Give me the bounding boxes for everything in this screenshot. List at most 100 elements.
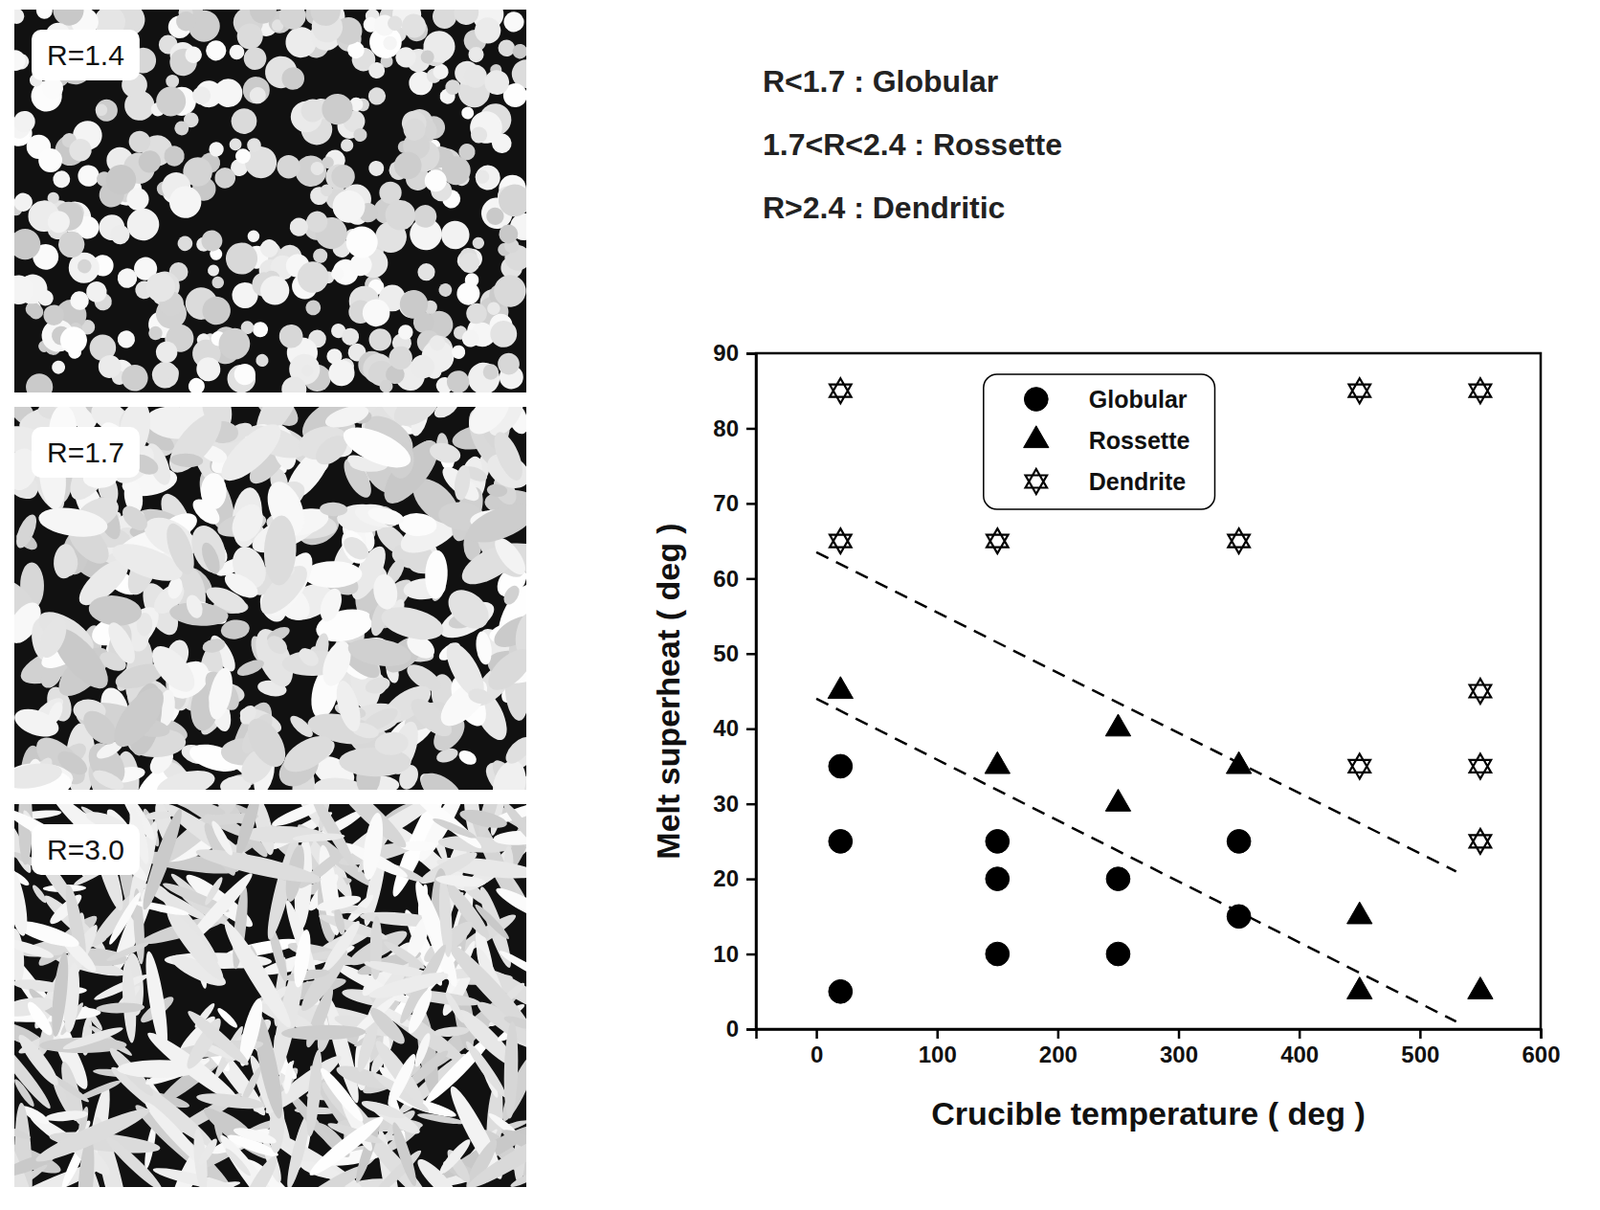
micrograph-grain xyxy=(90,94,122,126)
micrograph-grain xyxy=(222,358,262,393)
micrograph-label-box: R=3.0 xyxy=(31,823,140,875)
tick-mark xyxy=(746,1027,756,1031)
micrograph-label: R=1.7 xyxy=(46,436,125,468)
micrograph-grain xyxy=(221,237,264,280)
micrograph-grain xyxy=(194,843,324,889)
legend-marker xyxy=(1025,468,1048,494)
micrograph-grain xyxy=(92,101,110,118)
micrograph-grain xyxy=(332,678,365,734)
micrograph-grain xyxy=(318,182,334,199)
micrograph-grain xyxy=(257,236,281,260)
micrograph-grain xyxy=(232,361,258,387)
micrograph-grain xyxy=(281,1023,367,1041)
tick: 500 xyxy=(1400,1028,1440,1067)
legend-marker xyxy=(1023,387,1048,412)
x-axis-title: Crucible temperature ( deg ) xyxy=(931,1094,1365,1132)
micrograph-grain xyxy=(95,1001,145,1014)
micrograph-grain xyxy=(337,419,417,476)
micrograph-grain xyxy=(296,260,331,294)
micrograph-grain xyxy=(395,321,417,343)
micrograph-grain xyxy=(365,59,389,83)
micrograph-grain xyxy=(386,343,416,373)
data-point xyxy=(829,377,852,403)
micrograph-grain xyxy=(464,105,510,151)
tick: 100 xyxy=(918,1028,957,1067)
micrograph-grain xyxy=(48,951,72,1038)
micrograph-grain xyxy=(161,143,187,169)
micrograph-grain xyxy=(14,703,63,742)
micrograph-grain xyxy=(499,803,527,847)
micrograph-grain xyxy=(246,229,260,243)
micrograph-grain xyxy=(162,179,208,225)
micrograph-grain xyxy=(488,427,527,485)
micrograph-grain xyxy=(160,904,230,985)
micrograph-grain xyxy=(120,959,139,1044)
micrograph-grain xyxy=(392,44,419,70)
micrograph-grain xyxy=(501,732,527,768)
micrograph-grain xyxy=(458,251,482,275)
micrograph-grain xyxy=(316,1064,368,1125)
micrograph-grain xyxy=(106,889,144,947)
micrograph-grain xyxy=(154,338,180,365)
tick-label: 200 xyxy=(1039,1041,1078,1067)
data-point xyxy=(1105,788,1131,811)
micrograph-grain xyxy=(329,162,356,190)
micrograph-grain xyxy=(14,106,40,136)
tick-mark xyxy=(1419,1028,1423,1039)
legend-label: Dendrite xyxy=(1088,467,1187,495)
micrograph-grain xyxy=(232,803,266,859)
micrograph-grain xyxy=(204,665,237,721)
micrograph-grain xyxy=(465,44,488,67)
tick: 600 xyxy=(1521,1028,1560,1067)
legend-label: Rossette xyxy=(1088,426,1191,454)
data-point xyxy=(1469,678,1492,704)
legend-marker xyxy=(1023,425,1049,448)
micrograph-grain xyxy=(282,1060,295,1094)
tick-mark xyxy=(746,352,756,356)
micrograph-grain xyxy=(322,406,371,432)
micrograph-grain xyxy=(36,503,110,541)
micrograph-grain xyxy=(137,149,162,174)
micrograph-grain xyxy=(202,581,251,619)
micrograph-grain xyxy=(39,300,68,330)
tick-label: 40 xyxy=(712,714,739,741)
micrograph-grain xyxy=(365,1002,409,1048)
micrograph-grain xyxy=(34,613,72,663)
axis-line xyxy=(756,1029,1542,1040)
micrograph-grain xyxy=(461,406,517,442)
fit-line xyxy=(816,698,1457,1022)
tick-label: 0 xyxy=(726,1015,739,1042)
micrograph-background xyxy=(14,9,527,393)
data-point xyxy=(1469,377,1492,403)
micrograph-grain xyxy=(500,9,527,36)
micrograph-label-bg xyxy=(31,823,140,875)
micrograph-grain xyxy=(440,220,471,251)
micrograph-grain xyxy=(403,986,436,1037)
micrograph-grain xyxy=(106,221,134,248)
micrograph-grain xyxy=(233,146,253,166)
micrograph-grain xyxy=(228,137,243,152)
tick-mark xyxy=(935,1028,939,1039)
micrograph-grain xyxy=(479,65,514,100)
micrograph-grain xyxy=(253,351,271,369)
micrograph-grain xyxy=(14,1121,45,1187)
micrograph-grain xyxy=(436,1135,474,1178)
micrograph-grain xyxy=(44,1108,89,1122)
tick: 60 xyxy=(712,565,756,592)
micrograph-grain xyxy=(144,809,174,821)
micrograph-grain xyxy=(448,342,468,362)
micrograph-grain xyxy=(481,641,527,697)
tick-mark xyxy=(1539,1028,1543,1039)
micrograph-grain xyxy=(366,504,406,529)
tick: 300 xyxy=(1159,1028,1199,1067)
micrograph-grain xyxy=(388,1120,421,1187)
data-point xyxy=(1469,828,1492,854)
micrograph-grain xyxy=(287,711,316,740)
micrograph-grain xyxy=(466,686,492,706)
micrograph-grain xyxy=(500,582,523,607)
micrograph-grain xyxy=(492,829,527,846)
micrograph-grain xyxy=(360,297,393,330)
micrograph-grain xyxy=(14,927,26,984)
micrograph-grain xyxy=(303,297,323,317)
micrograph-grain xyxy=(489,319,518,348)
